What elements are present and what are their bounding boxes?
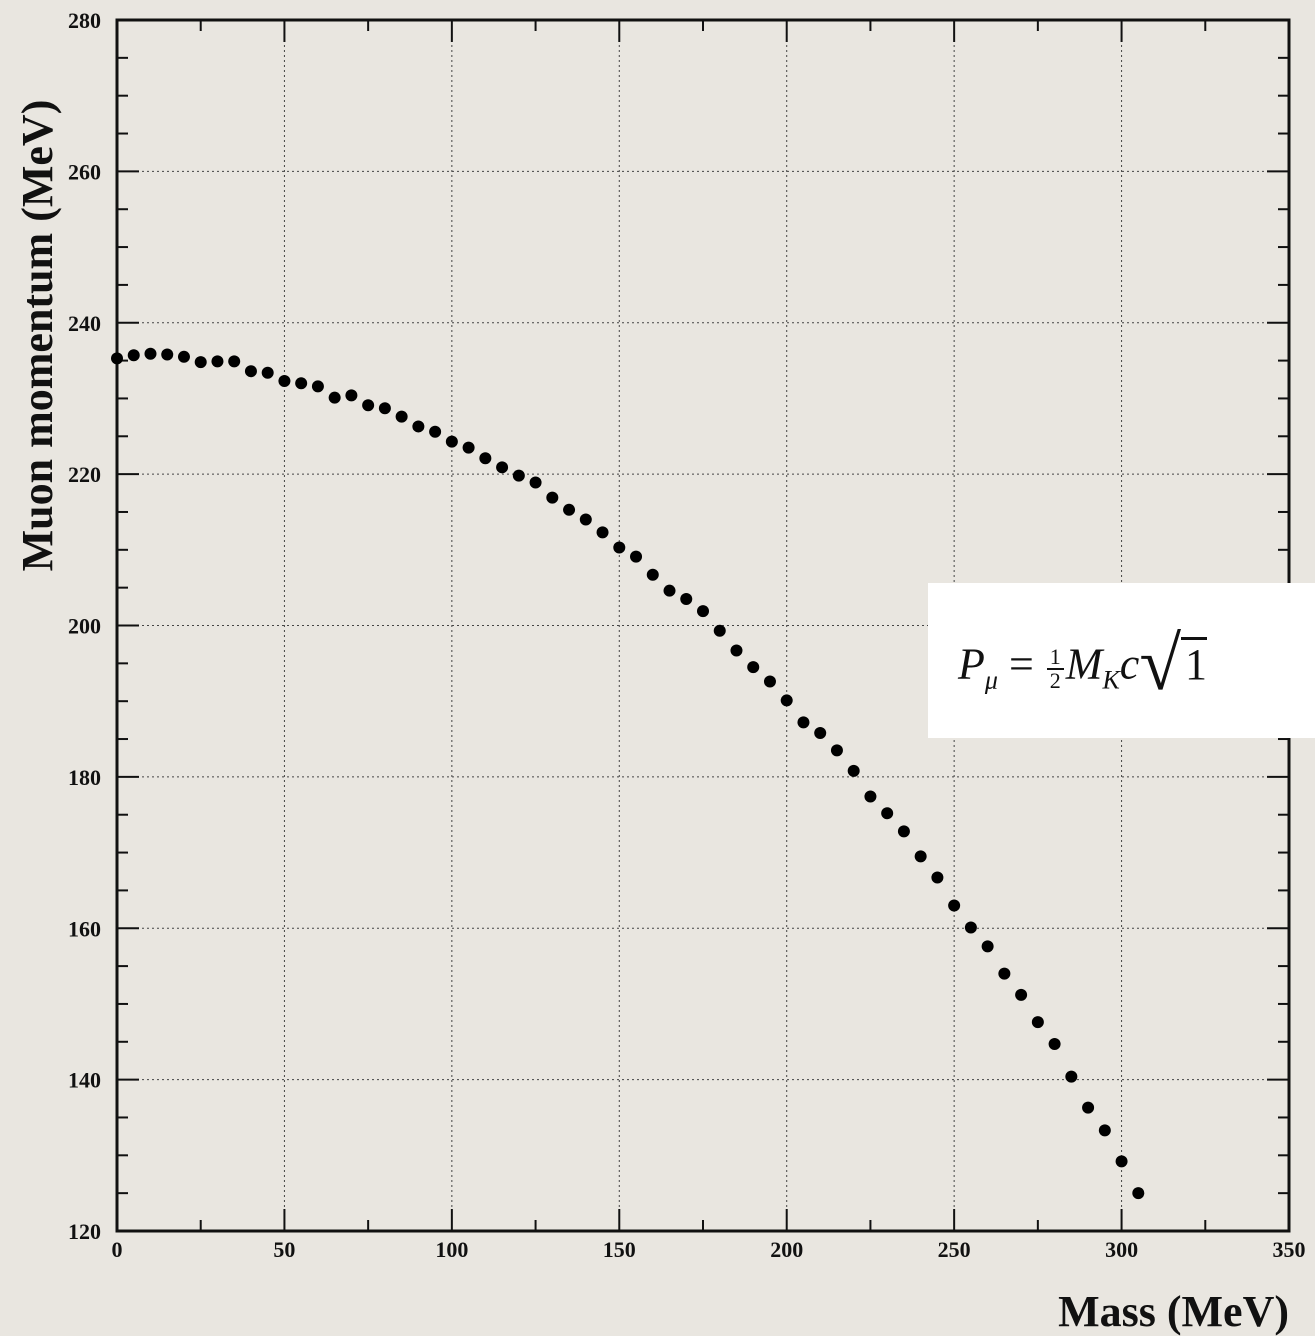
data-point <box>646 568 659 581</box>
data-point <box>1115 1155 1128 1168</box>
data-point <box>479 452 492 465</box>
x-tick-label: 100 <box>435 1237 468 1262</box>
x-tick-label: 200 <box>770 1237 803 1262</box>
x-axis-title: Mass (MeV) <box>1058 1287 1289 1336</box>
formula-sqrt-sign: √ <box>1139 622 1182 706</box>
data-point <box>546 491 559 504</box>
data-point <box>998 967 1011 980</box>
tick-labels: 0 50 100 150 200 250 300 350 120 140 160 180 200 220 2… <box>68 8 1306 1262</box>
data-point <box>529 476 542 489</box>
y-tick-label: 280 <box>68 8 101 33</box>
data-point <box>830 744 843 757</box>
data-point <box>261 366 274 379</box>
data-point <box>763 675 776 688</box>
data-point <box>345 389 358 402</box>
data-point <box>228 355 241 368</box>
data-point <box>429 425 442 438</box>
data-point <box>914 850 927 863</box>
data-point <box>964 921 977 934</box>
data-point <box>797 716 810 729</box>
data-point <box>1098 1124 1111 1137</box>
data-point <box>177 350 190 363</box>
data-point <box>445 435 458 448</box>
data-point <box>864 790 877 803</box>
data-point <box>948 899 961 912</box>
y-tick-label: 140 <box>68 1068 101 1093</box>
y-tick-label: 120 <box>68 1219 101 1244</box>
data-point <box>111 352 123 365</box>
data-point <box>328 391 341 404</box>
x-tick-label: 300 <box>1105 1237 1138 1262</box>
data-point <box>127 349 140 362</box>
data-point <box>663 584 676 597</box>
data-point <box>881 807 894 820</box>
data-point <box>931 871 944 884</box>
data-point <box>295 377 308 390</box>
data-point <box>780 694 793 707</box>
data-point <box>512 469 525 482</box>
data-point <box>1015 988 1028 1001</box>
y-tick-label: 160 <box>68 916 101 941</box>
x-tick-label: 50 <box>273 1237 295 1262</box>
data-point <box>847 764 860 777</box>
formula-annotation: Pμ = 1 2 MKc√1 <box>928 583 1315 738</box>
data-point <box>680 593 693 606</box>
data-point <box>311 380 324 393</box>
x-tick-label: 0 <box>112 1237 123 1262</box>
data-point <box>1132 1187 1145 1200</box>
data-point <box>496 461 509 474</box>
x-tick-label: 150 <box>603 1237 636 1262</box>
data-point <box>730 644 743 657</box>
data-point <box>244 365 257 378</box>
data-point <box>981 940 994 953</box>
formula-radicand: 1 <box>1181 636 1208 689</box>
y-tick-label: 200 <box>68 614 101 639</box>
formula-fraction-denominator: 2 <box>1049 667 1061 693</box>
y-tick-label: 180 <box>68 765 101 790</box>
data-point <box>613 541 626 554</box>
data-point <box>1082 1101 1095 1114</box>
data-point <box>211 355 224 368</box>
data-point <box>1031 1016 1044 1029</box>
data-point <box>378 402 391 415</box>
data-point <box>1048 1038 1061 1051</box>
formula-momentum-symbol: P <box>958 639 985 689</box>
formula-speed-of-light: c <box>1119 639 1140 689</box>
data-point <box>579 513 592 526</box>
formula-mu-subscript: μ <box>984 665 998 695</box>
y-tick-label: 260 <box>68 159 101 184</box>
data-point <box>278 375 291 388</box>
data-point <box>897 825 910 838</box>
y-axis-title: Muon momentum (MeV) <box>13 100 62 572</box>
y-tick-label: 240 <box>68 311 101 336</box>
data-point <box>713 624 726 637</box>
data-point <box>462 441 475 454</box>
data-point <box>161 348 174 361</box>
data-point <box>814 726 827 739</box>
formula-k-subscript: K <box>1102 665 1120 695</box>
x-tick-label: 350 <box>1273 1237 1306 1262</box>
data-point <box>362 399 375 412</box>
data-point <box>1065 1070 1078 1083</box>
data-point <box>395 410 408 423</box>
y-tick-label: 220 <box>68 462 101 487</box>
formula-fraction-numerator: 1 <box>1046 645 1064 670</box>
formula-text: Pμ = 1 2 MKc√1 <box>958 622 1208 712</box>
data-point <box>144 347 157 360</box>
data-point <box>697 605 709 618</box>
formula-equals: = <box>997 639 1045 689</box>
formula-kaon-mass: M <box>1065 639 1103 689</box>
data-point <box>412 420 425 433</box>
data-point <box>563 503 576 516</box>
x-tick-label: 250 <box>938 1237 971 1262</box>
data-point <box>194 356 207 369</box>
data-point <box>596 526 609 539</box>
data-point <box>747 661 760 674</box>
data-points <box>111 347 1145 1200</box>
data-point <box>630 550 643 563</box>
